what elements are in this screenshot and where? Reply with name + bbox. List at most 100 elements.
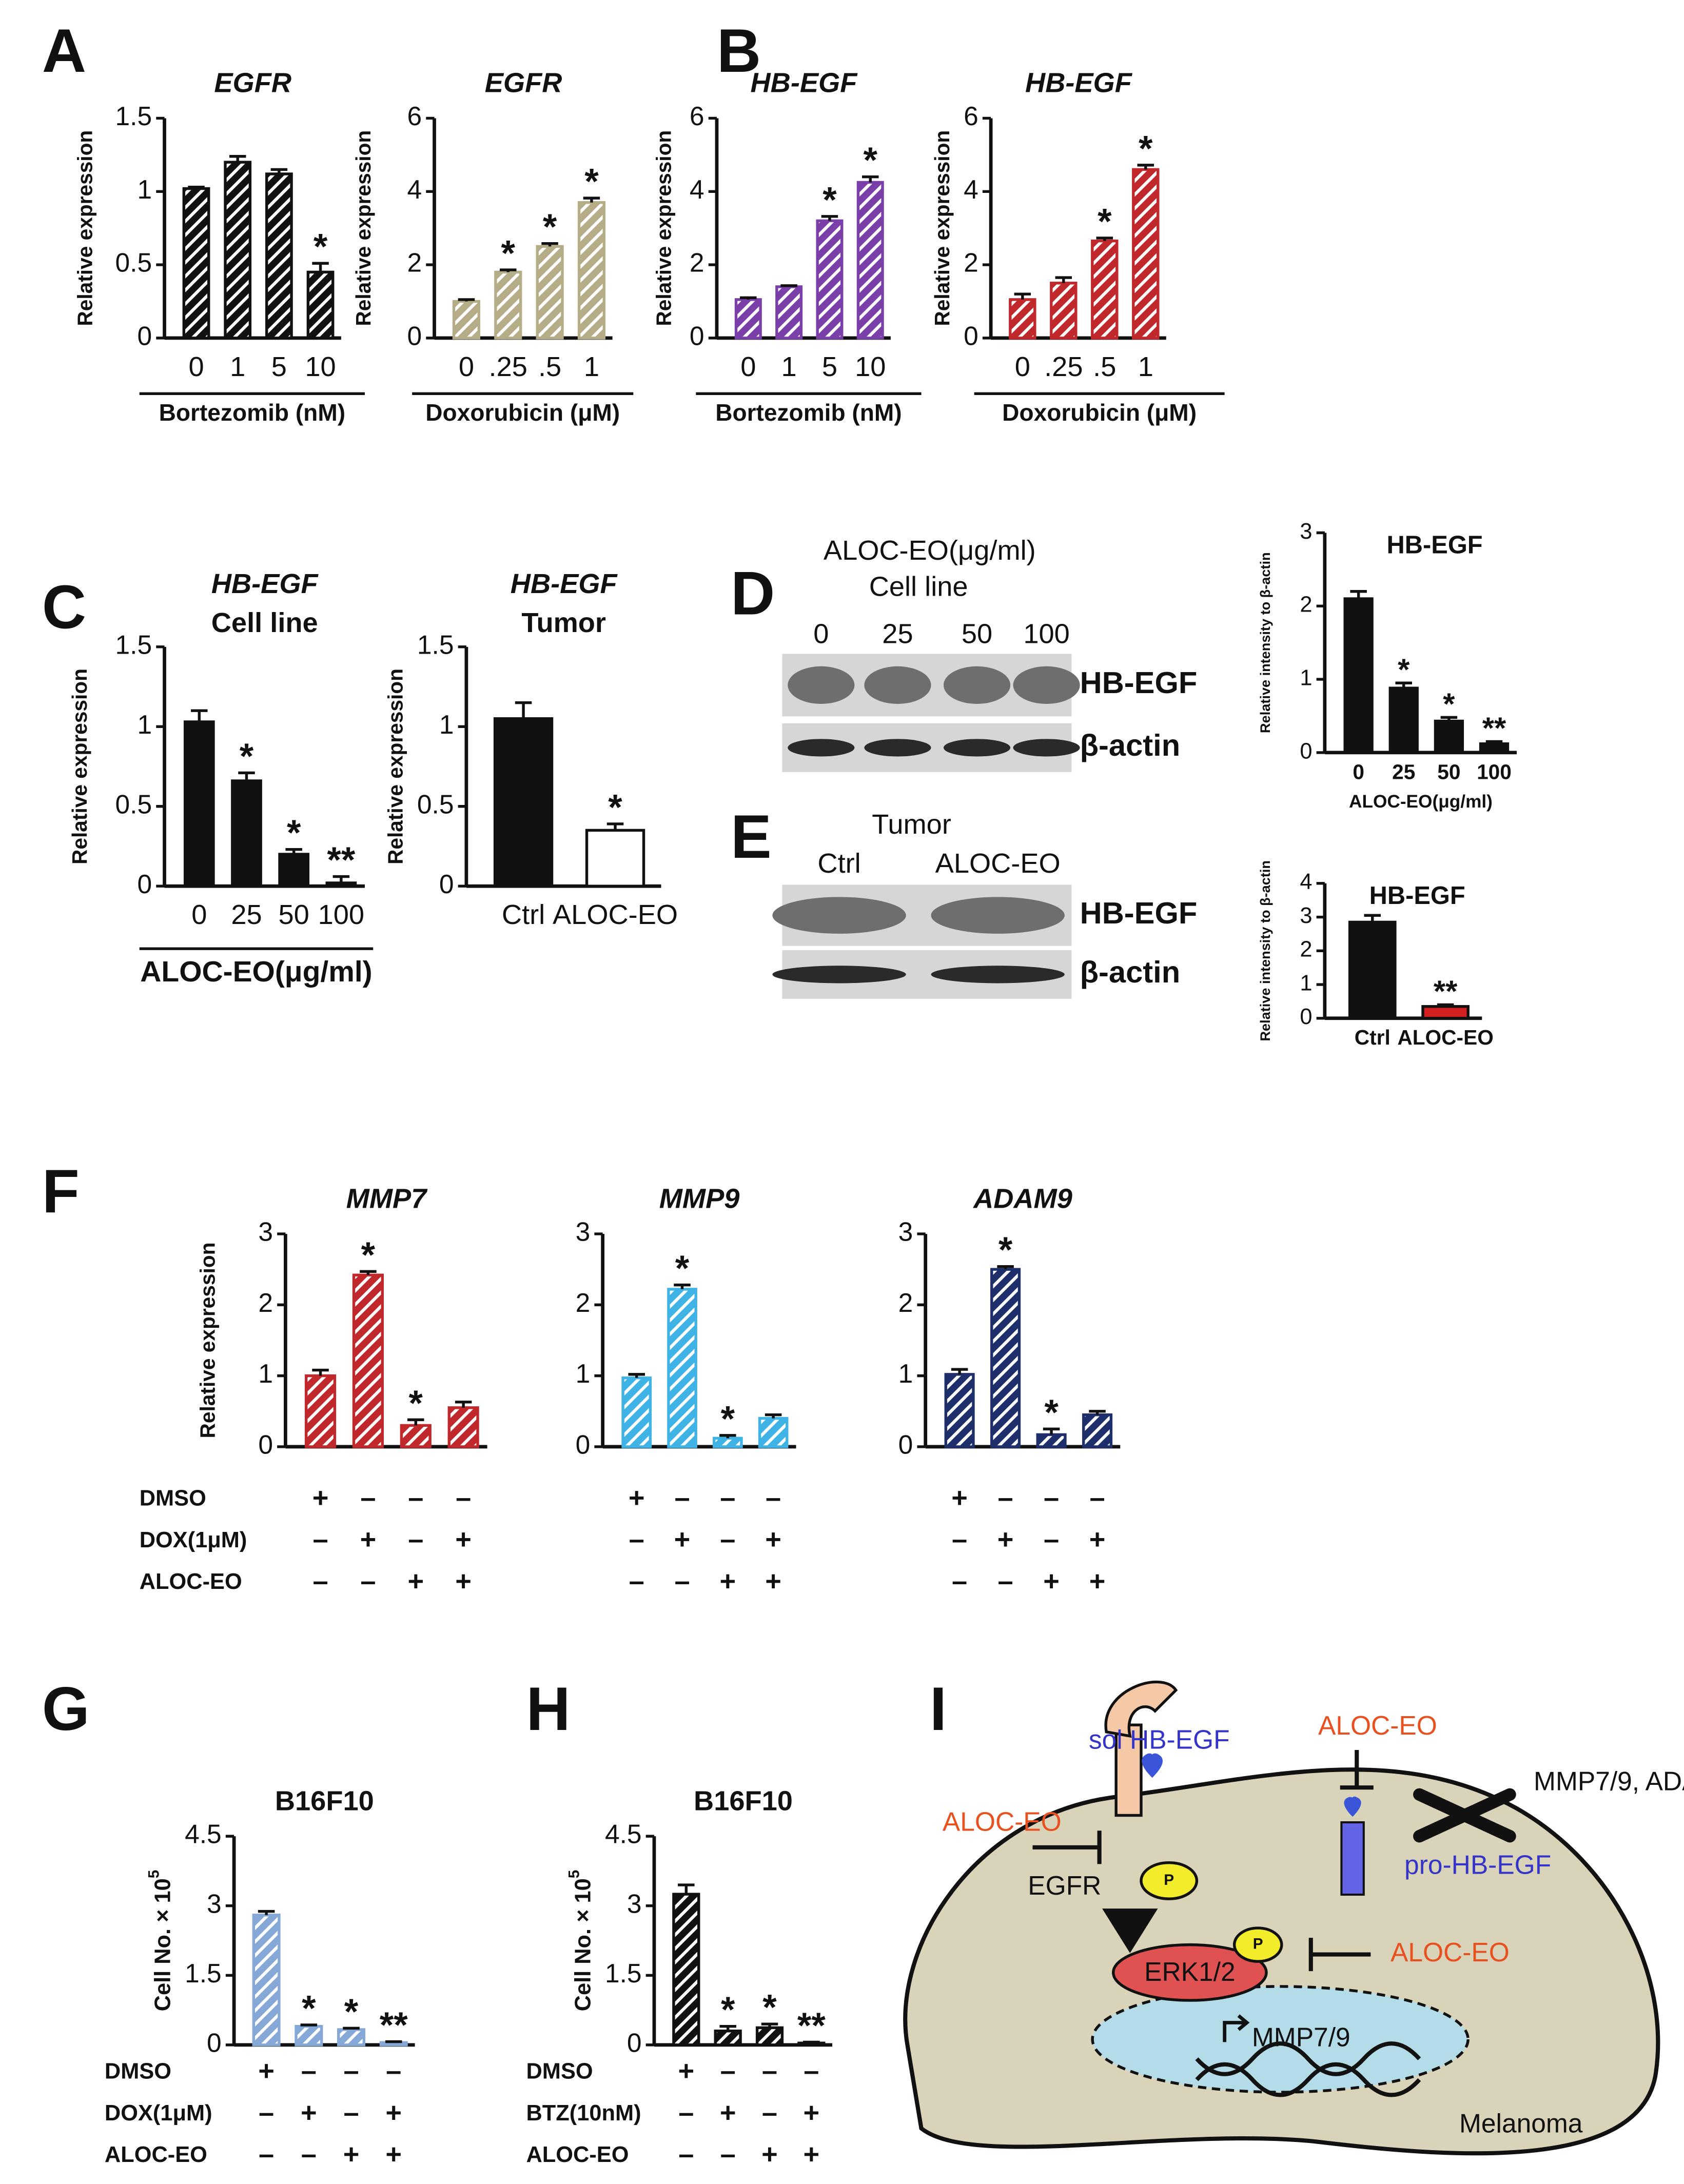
y-axis-label: Relative expression xyxy=(652,130,675,326)
y-axis-label-text: Relative expression xyxy=(652,130,675,326)
chart-subtitle: Cell line xyxy=(211,607,318,638)
egfr-head xyxy=(1104,1680,1178,1738)
y-tick-label: 4.5 xyxy=(185,1819,222,1849)
treatment-sign: + xyxy=(951,1482,968,1513)
bar xyxy=(352,1273,384,1448)
y-tick-label: 2 xyxy=(898,1288,913,1317)
bar xyxy=(1009,298,1036,340)
blot-band xyxy=(943,739,1011,757)
dna xyxy=(1195,2041,1421,2097)
treatment-sign: + xyxy=(804,2097,820,2128)
chart-title: HB-EGF xyxy=(1025,68,1133,99)
activation-arrow xyxy=(1102,1908,1158,1953)
bar xyxy=(775,285,803,340)
y-tick-label: 3 xyxy=(207,1888,222,1918)
treatment-sign: – xyxy=(312,1566,328,1597)
y-axis-label-text: Relative expression xyxy=(68,668,91,864)
chart-title: MMP7 xyxy=(346,1183,428,1214)
x-tick-label: Ctrl xyxy=(502,899,545,930)
treatment-sign: + xyxy=(258,2055,275,2086)
error-bar xyxy=(1350,590,1367,599)
error-bar xyxy=(1364,914,1381,922)
y-tick-label: 1 xyxy=(258,1359,273,1388)
y-tick-label: 0 xyxy=(258,1430,273,1460)
y-axis-label-exponent: 5 xyxy=(565,1870,582,1879)
y-tick-label: 2 xyxy=(1300,593,1312,617)
treatment-sign: – xyxy=(312,1524,328,1555)
blot-band xyxy=(864,666,931,704)
y-tick-label: 3 xyxy=(1300,903,1312,928)
lane-label: Ctrl xyxy=(817,848,860,879)
blot-header: Tumor xyxy=(872,809,951,840)
y-tick-label: 1 xyxy=(439,710,454,739)
error-bar xyxy=(332,875,350,883)
bar xyxy=(667,1288,697,1448)
blot-band xyxy=(931,966,1065,983)
y-tick-label: 0 xyxy=(207,2028,222,2057)
chart-title: ADAM9 xyxy=(972,1183,1072,1214)
treatment-sign: – xyxy=(678,2097,694,2128)
significance: * xyxy=(1398,652,1410,686)
y-axis-label-text: Relative expression xyxy=(351,130,375,326)
treatment-sign: – xyxy=(952,1524,967,1555)
lane-label: 0 xyxy=(813,618,829,649)
panel-letter: G xyxy=(42,1675,90,1743)
y-axis-label-exponent: 5 xyxy=(145,1870,162,1879)
y-axis-label: Relative intensity to β-actin xyxy=(1257,860,1273,1041)
bar xyxy=(1343,597,1374,754)
significance: ** xyxy=(1434,974,1458,1009)
y-tick-label: 2 xyxy=(407,248,422,278)
erk xyxy=(1112,1943,1268,2002)
x-tick-label: 0 xyxy=(1015,351,1030,382)
treatment-sign: – xyxy=(343,2097,359,2128)
error-bar xyxy=(606,822,624,831)
treatment-sign: – xyxy=(408,1524,423,1555)
y-tick-label: 1 xyxy=(1300,666,1312,691)
significance: * xyxy=(762,1987,777,2028)
error-bar xyxy=(258,1910,275,1915)
error-bar xyxy=(719,2024,736,2031)
x-tick-label: 0 xyxy=(1353,760,1364,783)
chart-title: EGFR xyxy=(214,68,291,99)
y-axis-label: Relative expression xyxy=(195,1243,219,1439)
treatment-sign: + xyxy=(719,1566,736,1597)
inhibition-protease xyxy=(1340,1750,1374,1790)
x-tick-label: 100 xyxy=(318,899,364,930)
error-bar xyxy=(1437,1003,1454,1007)
panel-letter: F xyxy=(42,1157,80,1226)
x-tick-label: 10 xyxy=(855,351,886,382)
significance: * xyxy=(344,1991,359,2032)
lane-label: 100 xyxy=(1023,618,1069,649)
bar xyxy=(1082,1413,1113,1448)
y-tick-label: 0.5 xyxy=(115,248,152,278)
treatment-sign: + xyxy=(1089,1566,1106,1597)
error-bar xyxy=(1043,1427,1060,1435)
error-bar xyxy=(678,1883,695,1895)
y-tick-label: 2 xyxy=(964,248,978,278)
x-tick-label: Ctrl xyxy=(1355,1026,1391,1049)
error-bar xyxy=(407,1418,424,1426)
treatment-sign: – xyxy=(360,1482,376,1513)
inhibition-erk xyxy=(1308,1938,1371,1972)
error-bar xyxy=(761,2022,778,2028)
y-tick-label: 1.5 xyxy=(605,1958,642,1988)
error-bar xyxy=(821,215,838,221)
treatment-sign: + xyxy=(455,1524,472,1555)
x-tick-label: .25 xyxy=(489,351,527,382)
bar xyxy=(755,2026,784,2047)
y-tick-label: 0 xyxy=(1300,1005,1312,1029)
pro-ligand xyxy=(1344,1796,1361,1817)
y-tick-label: 4.5 xyxy=(605,1819,642,1849)
treatment-sign: – xyxy=(301,2055,317,2086)
bar xyxy=(231,779,262,888)
y-tick-label: 0 xyxy=(439,869,454,899)
y-axis-label-text: Relative intensity to β-actin xyxy=(1257,860,1273,1041)
treatment-label: ALOC-EO xyxy=(140,1569,242,1594)
significance: * xyxy=(1443,686,1455,721)
treatment-sign: + xyxy=(765,1524,781,1555)
treatment-sign: + xyxy=(1043,1566,1060,1597)
bar xyxy=(621,1376,652,1448)
treatment-sign: + xyxy=(343,2139,360,2170)
treatment-label: ALOC-EO xyxy=(526,2142,629,2167)
